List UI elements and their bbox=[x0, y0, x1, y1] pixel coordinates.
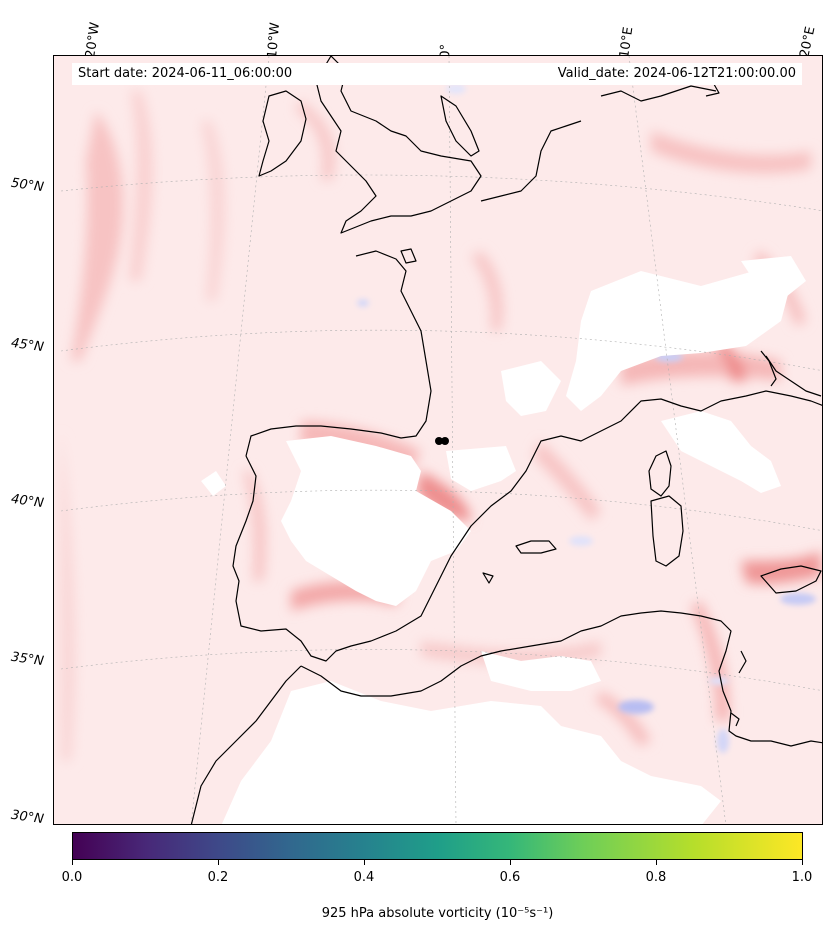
start-date-label: Start date: 2024-06-11_06:00:00 bbox=[72, 63, 438, 85]
longitude-label-20e: 20°E bbox=[797, 25, 819, 60]
vorticity-negative-areas bbox=[357, 84, 816, 753]
colorbar-tick bbox=[656, 860, 657, 865]
colorbar-tick bbox=[510, 860, 511, 865]
valid-date-label: Valid_date: 2024-06-12T21:00:00.00 bbox=[432, 63, 802, 85]
latitude-label-30n: 30°N bbox=[10, 807, 45, 828]
colorbar-tick-label: 0.8 bbox=[645, 870, 667, 885]
map-canvas bbox=[54, 56, 822, 824]
latitude-label-35n: 35°N bbox=[10, 649, 45, 670]
colorbar-tick bbox=[364, 860, 365, 865]
vorticity-map bbox=[53, 55, 823, 825]
colorbar bbox=[72, 832, 803, 860]
latitude-label-45n: 45°N bbox=[10, 335, 45, 356]
longitude-label-20w: 20°W bbox=[83, 21, 103, 59]
colorbar-tick-label: 0.0 bbox=[61, 870, 83, 885]
station-marker bbox=[435, 437, 449, 445]
latitude-label-40n: 40°N bbox=[10, 491, 45, 512]
colorbar-title: 925 hPa absolute vorticity (10⁻⁵s⁻¹) bbox=[321, 906, 554, 921]
colorbar-tick-label: 1.0 bbox=[791, 870, 813, 885]
latitude-label-50n: 50°N bbox=[10, 175, 45, 196]
longitude-label-10w: 10°W bbox=[265, 21, 284, 59]
colorbar-tick-label: 0.2 bbox=[207, 870, 229, 885]
coastlines bbox=[190, 56, 822, 824]
colorbar-tick bbox=[72, 860, 73, 865]
colorbar-tick-label: 0.6 bbox=[499, 870, 521, 885]
graticule bbox=[60, 56, 822, 824]
masked-white-areas bbox=[201, 256, 806, 824]
colorbar-tick-label: 0.4 bbox=[353, 870, 375, 885]
colorbar-tick bbox=[218, 860, 219, 865]
colorbar-tick bbox=[802, 860, 803, 865]
